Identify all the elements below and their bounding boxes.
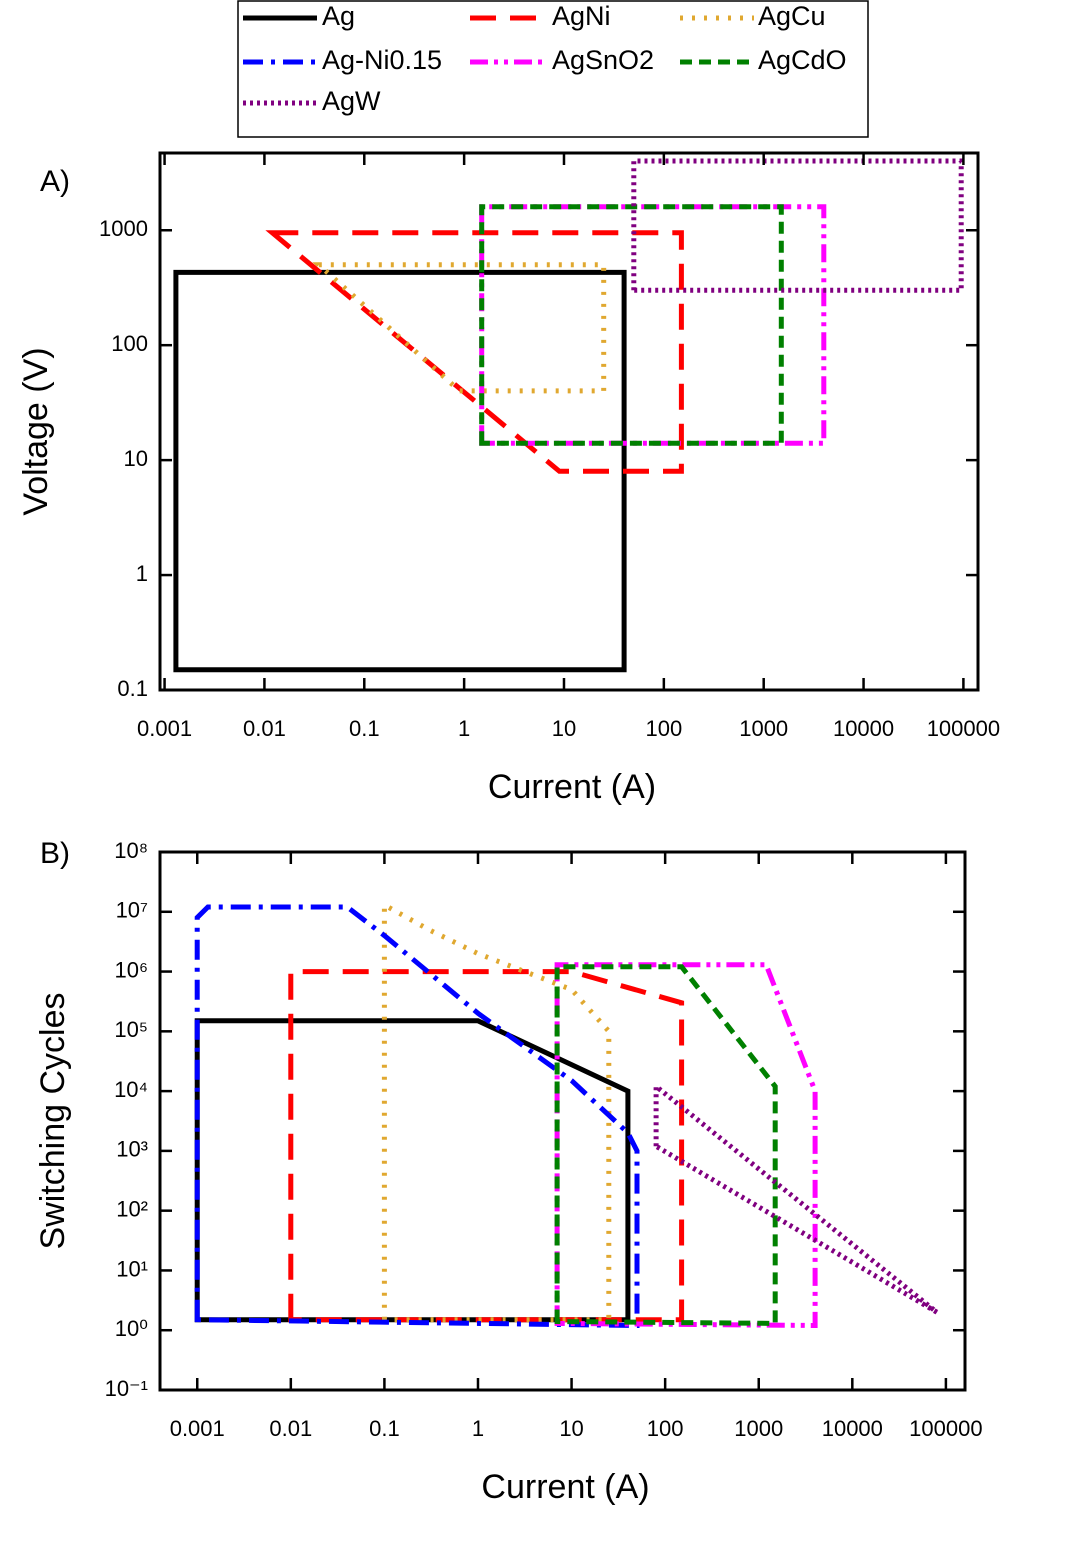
x-tick-label: 0.001 — [137, 716, 192, 741]
series-line — [479, 204, 784, 446]
legend-box — [237, 0, 869, 138]
y-tick-label: 1 — [136, 561, 148, 586]
legend-label: Ag — [322, 1, 355, 31]
x-tick-label: 0.001 — [170, 1416, 225, 1441]
x-tick-label: 0.01 — [243, 716, 286, 741]
x-tick-label: 100000 — [927, 716, 1000, 741]
series-line — [554, 964, 778, 1326]
y-tick-label: 10⁰ — [115, 1316, 148, 1341]
legend-label: AgW — [322, 86, 381, 116]
y-tick-label: 10 — [124, 446, 148, 471]
legend-label: AgNi — [552, 1, 611, 31]
x-tick-label: 0.01 — [269, 1416, 312, 1441]
x-tick-label: 1 — [458, 716, 470, 741]
x-axis-title: Current (A) — [481, 1468, 649, 1506]
x-tick-label: 10 — [552, 716, 576, 741]
y-tick-label: 0.1 — [117, 676, 148, 701]
y-tick-label: 10⁵ — [114, 1017, 148, 1042]
plot-frame — [158, 151, 980, 692]
x-tick-label: 1000 — [739, 716, 788, 741]
y-tick-label: 10⁻¹ — [105, 1376, 148, 1401]
series-line — [194, 904, 640, 1329]
series-line — [265, 230, 684, 474]
series-line — [479, 204, 827, 446]
x-tick-label: 10000 — [833, 716, 894, 741]
y-tick-label: 1000 — [99, 216, 148, 241]
series-line — [554, 962, 818, 1329]
y-axis-title: Switching Cycles — [34, 993, 72, 1250]
x-tick-label: 0.1 — [349, 716, 380, 741]
x-tick-label: 100 — [645, 716, 682, 741]
x-axis-title: Current (A) — [488, 768, 656, 806]
legend-label: AgSnO2 — [552, 45, 654, 75]
x-tick-label: 100 — [647, 1416, 684, 1441]
y-tick-label: 10³ — [116, 1137, 148, 1162]
y-tick-label: 10⁶ — [114, 957, 148, 982]
y-tick-label: 10⁷ — [116, 898, 148, 923]
x-tick-label: 100000 — [909, 1416, 982, 1441]
panel-label: A) — [40, 165, 70, 198]
legend-label: Ag-Ni0.15 — [322, 45, 442, 75]
y-tick-label: 10² — [116, 1196, 148, 1221]
legend-label: AgCu — [758, 1, 826, 31]
x-tick-label: 10 — [559, 1416, 583, 1441]
series-line — [631, 158, 964, 293]
legend-label: AgCdO — [758, 45, 847, 75]
x-tick-label: 10000 — [822, 1416, 883, 1441]
series-line — [173, 269, 627, 673]
series-line — [312, 262, 607, 394]
y-tick-label: 10⁸ — [114, 838, 148, 863]
x-tick-label: 1 — [472, 1416, 484, 1441]
plot-frame — [158, 850, 967, 1392]
y-tick-label: 10⁴ — [114, 1077, 148, 1102]
y-tick-label: 100 — [111, 331, 148, 356]
series-line — [194, 1018, 631, 1323]
x-tick-label: 0.1 — [369, 1416, 400, 1441]
x-tick-label: 1000 — [734, 1416, 783, 1441]
panel-label: B) — [40, 837, 70, 870]
series-line — [653, 1081, 939, 1315]
y-tick-label: 10¹ — [116, 1256, 148, 1281]
y-axis-title: Voltage (V) — [17, 347, 55, 515]
